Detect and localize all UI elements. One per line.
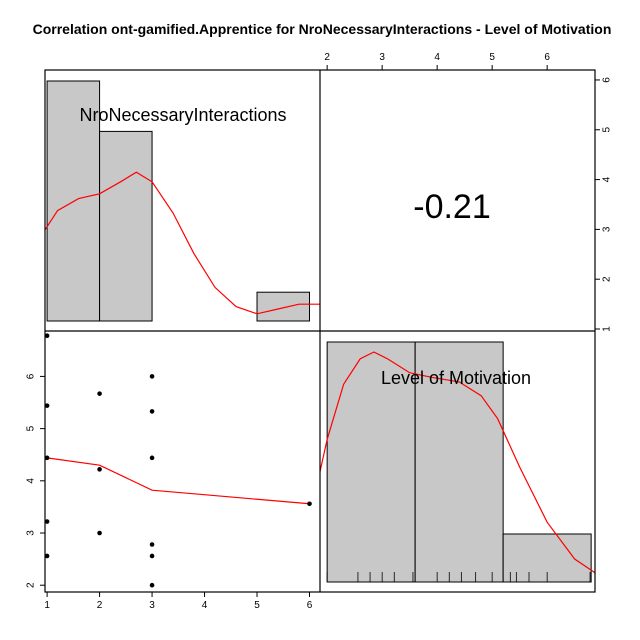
scatter-point <box>97 530 102 536</box>
histogram-bar <box>326 341 416 583</box>
scatter-point <box>307 501 312 507</box>
top-tick-label: 4 <box>434 52 440 63</box>
left-tick-label: 6 <box>26 373 37 379</box>
right-tick-label: 4 <box>602 176 613 182</box>
left-tick-label: 4 <box>26 478 37 484</box>
x-tick-label: 1 <box>44 600 50 611</box>
top-tick-label: 6 <box>544 52 550 63</box>
left-tick-label: 3 <box>26 530 37 536</box>
right-tick-label: 5 <box>602 127 613 133</box>
smooth-line <box>47 457 310 505</box>
top-tick-label: 3 <box>379 52 385 63</box>
scatter-point <box>149 553 155 559</box>
scatter-point <box>44 553 50 559</box>
x-tick-label: 2 <box>97 600 103 611</box>
right-tick-label: 1 <box>602 326 613 332</box>
correlation-value: -0.21 <box>413 188 491 226</box>
histogram-bar <box>99 130 153 322</box>
scatter-point <box>44 333 50 338</box>
density-curve <box>44 171 320 315</box>
right-tick-label: 6 <box>602 77 613 83</box>
variable-label: Level of Motivation <box>381 368 531 388</box>
histogram-bar <box>256 291 311 322</box>
top-tick-label: 5 <box>489 52 495 63</box>
x-tick-label: 3 <box>149 600 155 611</box>
scatter-point <box>149 374 155 379</box>
top-tick-label: 2 <box>324 52 330 63</box>
x-tick-label: 6 <box>307 600 313 611</box>
scatter-point <box>44 519 50 524</box>
scatter-point <box>97 391 102 396</box>
scatter-point <box>149 455 155 461</box>
scatter-point <box>97 467 102 472</box>
scatter-point <box>44 403 50 408</box>
x-tick-label: 5 <box>254 600 260 611</box>
left-tick-label: 5 <box>26 425 37 431</box>
left-tick-label: 2 <box>26 582 37 588</box>
right-tick-label: 3 <box>602 226 613 232</box>
scatter-point <box>149 542 155 547</box>
scatter-point <box>149 582 155 588</box>
scatter-point <box>149 409 155 414</box>
x-tick-label: 4 <box>202 600 208 611</box>
chart-title: Correlation ont-gamified.Apprentice for … <box>33 21 612 37</box>
scatter-point <box>44 455 50 461</box>
density-curve <box>319 351 596 574</box>
variable-label: NroNecessaryInteractions <box>79 105 286 125</box>
right-tick-label: 2 <box>602 276 613 282</box>
